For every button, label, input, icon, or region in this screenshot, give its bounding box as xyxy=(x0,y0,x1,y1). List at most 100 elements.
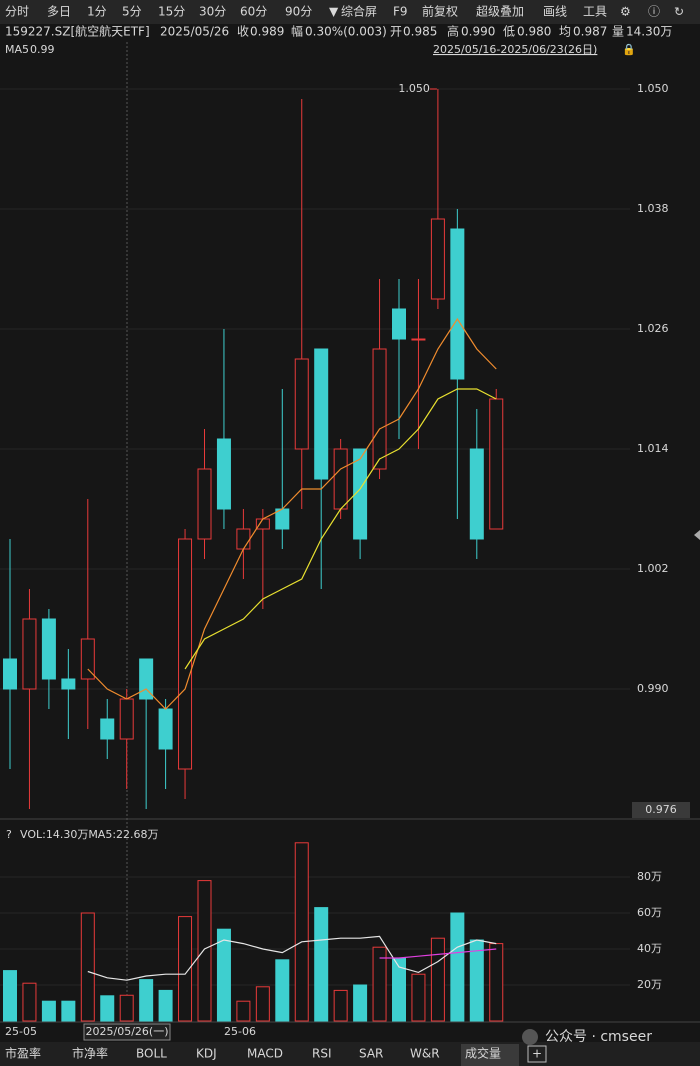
candle-body xyxy=(333,448,348,510)
toolbar-button[interactable]: F9 xyxy=(393,5,408,19)
volume-bar xyxy=(61,1000,76,1022)
x-axis-label: 25-05 xyxy=(5,1025,37,1038)
candle-body xyxy=(178,538,193,770)
info-text: 开 xyxy=(390,25,402,39)
candle-body xyxy=(22,618,37,690)
y-tick-label: 1.002 xyxy=(637,562,669,575)
high-annotation: 1.050 xyxy=(398,82,430,95)
dropdown-icon[interactable]: ▼ xyxy=(329,5,339,19)
tab[interactable]: 市净率 xyxy=(72,1046,108,1061)
tab[interactable]: MACD xyxy=(247,1047,283,1061)
volume-bar xyxy=(236,1000,251,1022)
candle-body xyxy=(41,618,56,680)
info-text: 14.30万 xyxy=(626,25,672,39)
info-text: 0.30%(0.003) xyxy=(305,25,387,39)
lock-icon: 🔒 xyxy=(622,43,636,56)
toolbar-button[interactable]: 多日 xyxy=(47,5,71,19)
toolbar-button[interactable]: 5分 xyxy=(122,5,142,19)
add-tab-icon[interactable]: + xyxy=(532,1047,542,1061)
toolbar-button[interactable]: 综合屏 xyxy=(341,4,377,19)
tab[interactable]: BOLL xyxy=(136,1047,167,1061)
help-icon[interactable]: ? xyxy=(6,828,12,841)
tab[interactable]: KDJ xyxy=(196,1047,217,1061)
candle-body xyxy=(100,718,115,740)
tab[interactable]: 市盈率 xyxy=(5,1046,41,1061)
y-tick-label: 1.050 xyxy=(637,82,669,95)
side-handle[interactable] xyxy=(694,530,700,540)
tab-active-bg xyxy=(461,1044,519,1066)
volume-bar xyxy=(119,994,134,1022)
y-tick-label: 20万 xyxy=(637,978,662,991)
toolbar-button[interactable]: 前复权 xyxy=(422,4,458,19)
candle-body xyxy=(158,708,173,750)
toolbar-button[interactable]: 分时 xyxy=(5,5,29,19)
volume-bar xyxy=(100,995,115,1022)
y-tick-label: 1.026 xyxy=(637,322,669,335)
volume-bar xyxy=(411,973,426,1022)
y-tick-label: 1.014 xyxy=(637,442,669,455)
watermark: 公众号 · cmseer xyxy=(545,1029,652,1045)
volume-bar xyxy=(216,928,231,1022)
volume-bar xyxy=(80,912,95,1022)
refresh-icon[interactable]: ↻ xyxy=(674,5,684,19)
cursor-price-box xyxy=(632,802,690,818)
info-text: 0.980 xyxy=(517,25,551,39)
toolbar-button[interactable]: 60分 xyxy=(240,5,267,19)
info-icon[interactable]: ⓘ xyxy=(648,5,660,19)
volume-bar xyxy=(22,982,37,1022)
tabs-bg xyxy=(0,1042,700,1066)
volume-bar xyxy=(333,989,348,1022)
tab[interactable]: W&R xyxy=(410,1047,440,1061)
info-text: 0.985 xyxy=(403,25,437,39)
tab[interactable]: SAR xyxy=(359,1047,383,1061)
toolbar-button[interactable]: 工具 xyxy=(583,5,607,19)
x-axis-label: 2025/05/26(一) xyxy=(86,1025,169,1038)
volume-bar xyxy=(353,984,368,1022)
legend-value: 0.99 xyxy=(30,43,55,56)
volume-bar xyxy=(139,979,154,1022)
toolbar-button[interactable]: 90分 xyxy=(285,5,312,19)
date-range[interactable]: 2025/05/16-2025/06/23(26日) xyxy=(433,43,597,56)
candle-body xyxy=(80,638,95,680)
candle-body xyxy=(216,438,231,510)
settings-icon[interactable]: ⚙ xyxy=(620,5,631,19)
volume-bar xyxy=(275,959,290,1022)
toolbar-button[interactable]: 15分 xyxy=(158,5,185,19)
candle-body xyxy=(119,698,134,740)
volume-bar xyxy=(178,916,193,1022)
toolbar-button[interactable]: 画线 xyxy=(543,5,567,19)
y-tick-label: 1.038 xyxy=(637,202,669,215)
info-text: 2025/05/26 xyxy=(160,25,229,39)
candle-body xyxy=(353,448,368,540)
volume-bar xyxy=(469,939,484,1022)
candle-body xyxy=(392,308,406,340)
info-text: 0.989 xyxy=(250,25,284,39)
tab[interactable]: 成交量 xyxy=(465,1046,501,1061)
volume-bar xyxy=(41,1000,56,1022)
x-axis-label: 25-06 xyxy=(224,1025,256,1038)
add-tab[interactable] xyxy=(527,1045,547,1063)
toolbar-button[interactable]: 30分 xyxy=(199,5,226,19)
y-tick-label: 60万 xyxy=(637,906,662,919)
volume-legend: VOL:14.30万MA5:22.68万 xyxy=(20,828,159,841)
y-tick-label: 40万 xyxy=(637,942,662,955)
info-text: 0.990 xyxy=(461,25,495,39)
toolbar-bg xyxy=(0,0,700,24)
volume-bar xyxy=(294,842,309,1022)
info-text: 159227.SZ[航空航天ETF] xyxy=(5,24,150,39)
volume-ma-line xyxy=(379,948,497,959)
volume-bar xyxy=(372,946,387,1022)
candle-body xyxy=(236,528,251,550)
tab[interactable]: RSI xyxy=(312,1047,332,1061)
toolbar-button[interactable]: 1分 xyxy=(87,5,107,19)
volume-bar xyxy=(430,937,445,1022)
candle-body xyxy=(489,398,504,530)
toolbar-button[interactable]: 超级叠加 xyxy=(476,4,524,19)
y-tick-label: 0.990 xyxy=(637,682,669,695)
candle-body xyxy=(255,518,270,530)
candle-body xyxy=(430,218,445,300)
info-text: 均 xyxy=(559,25,571,39)
ma-line xyxy=(184,388,497,670)
